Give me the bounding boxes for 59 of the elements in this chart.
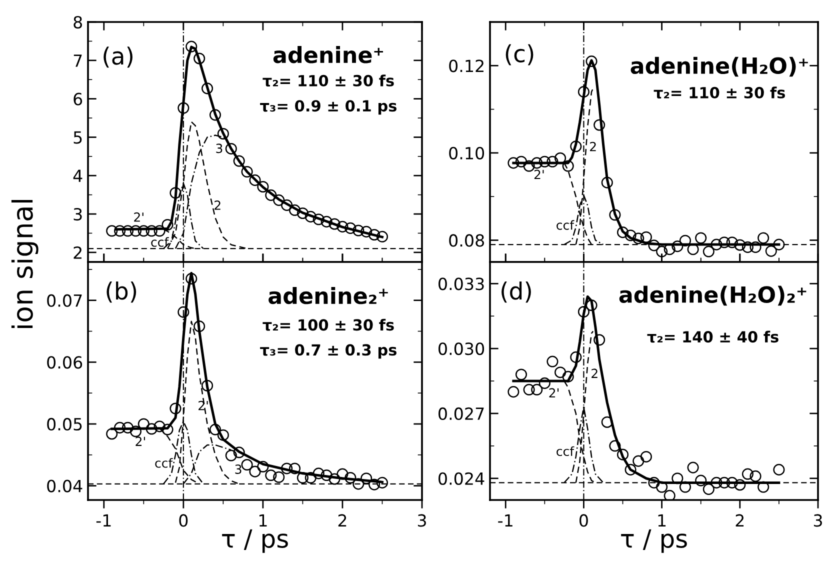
annotation: 2: [214, 200, 220, 210]
y-tick-label: 0.05: [47, 418, 82, 431]
annotation: τ₂= 140 ± 40 fs: [647, 330, 778, 343]
y-tick-label: 0.030: [438, 342, 484, 356]
x-tick-label: 1: [259, 514, 267, 527]
annotation: τ₂= 110 ± 30 fs: [262, 74, 394, 87]
annotation: 2': [198, 400, 208, 410]
y-tick-label: 5: [74, 131, 82, 144]
text: adenine(H₂O)⁺: [630, 56, 808, 77]
x-tick-label: 2: [736, 514, 744, 527]
y-tick-label: 4: [73, 170, 82, 182]
annotation: ccf: [151, 237, 169, 247]
y-tick-label: 0.07: [47, 294, 82, 307]
y-tick-label: 0.024: [438, 472, 484, 485]
annotation: 3: [235, 464, 242, 474]
y-tick-label: 0.08: [449, 234, 484, 247]
y-tick-label: 3: [74, 208, 82, 221]
annotation: (a): [104, 46, 132, 68]
x-tick-label: 3: [814, 514, 822, 527]
y-tick-label: 0.04: [47, 480, 82, 492]
y-tick-label: 2: [74, 246, 82, 259]
annotation: (c): [506, 44, 534, 66]
annotation: (d): [502, 282, 531, 303]
x-tick-label: -1: [498, 514, 512, 527]
annotation: ccf: [155, 458, 173, 468]
annotation: 2': [534, 170, 544, 180]
y-axis-title: ion signal: [11, 200, 38, 328]
x-tick-label: 2: [338, 514, 346, 527]
text: adenine⁺: [273, 46, 384, 64]
y-tick-label: 0.06: [47, 356, 82, 369]
x-axis-title: τ / ps: [621, 529, 687, 553]
y-tick-label: 8: [74, 16, 82, 29]
y-tick-label: 7: [74, 54, 82, 67]
annotation: τ₂= 100 ± 30 fs: [262, 318, 394, 331]
annotation: (b): [106, 282, 136, 303]
y-tick-label: 6: [74, 92, 82, 106]
x-axis-title: τ / ps: [222, 529, 288, 553]
annotation: τ₂= 110 ± 30 fs: [654, 86, 785, 99]
annotation: 2': [136, 436, 145, 446]
y-tick-label: 0.10: [449, 146, 484, 160]
text: adenine₂⁺: [268, 286, 388, 304]
annotation: 2: [590, 142, 596, 152]
x-tick-label: 0: [179, 514, 188, 527]
annotation: 2': [549, 388, 559, 398]
y-tick-label: 0.12: [449, 60, 484, 72]
annotation: 3: [216, 144, 222, 154]
annotation: ccf: [556, 220, 574, 230]
y-tick-label: 0.027: [438, 407, 484, 420]
x-tick-label: 3: [418, 514, 426, 527]
annotation: τ₃= 0.9 ± 0.1 ps: [260, 100, 396, 115]
x-tick-label: 1: [658, 514, 666, 527]
annotation: ccf: [556, 446, 574, 456]
annotation: 2: [592, 368, 598, 378]
annotation: 2': [134, 212, 144, 222]
x-tick-label: 0: [580, 514, 588, 527]
text: adenine(H₂O)₂⁺: [619, 286, 806, 306]
y-tick-label: 0.033: [438, 278, 484, 290]
x-tick-label: -1: [96, 514, 111, 527]
annotation: τ₃= 0.7 ± 0.3 ps: [260, 344, 396, 359]
